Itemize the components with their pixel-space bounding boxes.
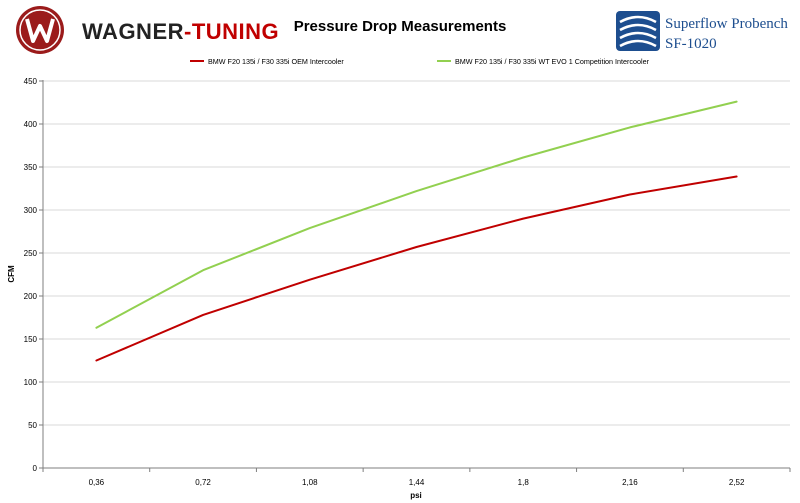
x-tick-label: 1,44 (409, 478, 425, 487)
x-tick-label: 2,16 (622, 478, 638, 487)
chart-title: Pressure Drop Measurements (293, 18, 507, 35)
x-tick-labels: 0,36 0,72 1,08 1,44 1,8 2,16 2,52 (42, 468, 791, 487)
legend-entry: BMW F20 135i / F30 335i OEM Intercooler (208, 57, 344, 66)
x-tick-label: 0,36 (89, 478, 105, 487)
x-tick-label: 2,52 (729, 478, 745, 487)
y-axis-label: CFM (7, 265, 16, 283)
x-tick-label: 1,08 (302, 478, 318, 487)
y-tick-labels: 0 50 100 150 200 250 300 350 400 450 (24, 77, 43, 473)
y-tick-label: 350 (24, 163, 38, 172)
y-tick-label: 300 (24, 206, 38, 215)
legend-entry: BMW F20 135i / F30 335i WT EVO 1 Competi… (455, 57, 650, 66)
superflow-logo-icon (616, 11, 660, 51)
brand-name: WAGNER-TUNING (82, 19, 279, 45)
y-tick-label: 400 (24, 120, 38, 129)
grid-lines (43, 80, 790, 426)
legend: BMW F20 135i / F30 335i OEM Intercooler B… (190, 57, 650, 66)
wagner-tuning-logo-icon (16, 6, 64, 54)
series-line-0 (95, 175, 738, 362)
y-tick-label: 200 (24, 292, 38, 301)
y-tick-label: 450 (24, 77, 38, 86)
brand-name-accent: -TUNING (184, 19, 280, 44)
x-tick-label: 1,8 (518, 478, 530, 487)
x-axis-label: psi (410, 491, 422, 500)
y-tick-label: 150 (24, 335, 38, 344)
x-tick-label: 0,72 (195, 478, 211, 487)
y-tick-label: 100 (24, 378, 38, 387)
series-line-1 (95, 100, 738, 329)
equipment-name: Superflow Probench (665, 16, 788, 32)
y-tick-label: 50 (28, 421, 37, 430)
series-lines (95, 100, 738, 362)
brand-name-main: WAGNER (82, 19, 184, 44)
equipment-model: SF-1020 (665, 36, 717, 52)
y-tick-label: 0 (33, 464, 38, 473)
y-tick-label: 250 (24, 249, 38, 258)
